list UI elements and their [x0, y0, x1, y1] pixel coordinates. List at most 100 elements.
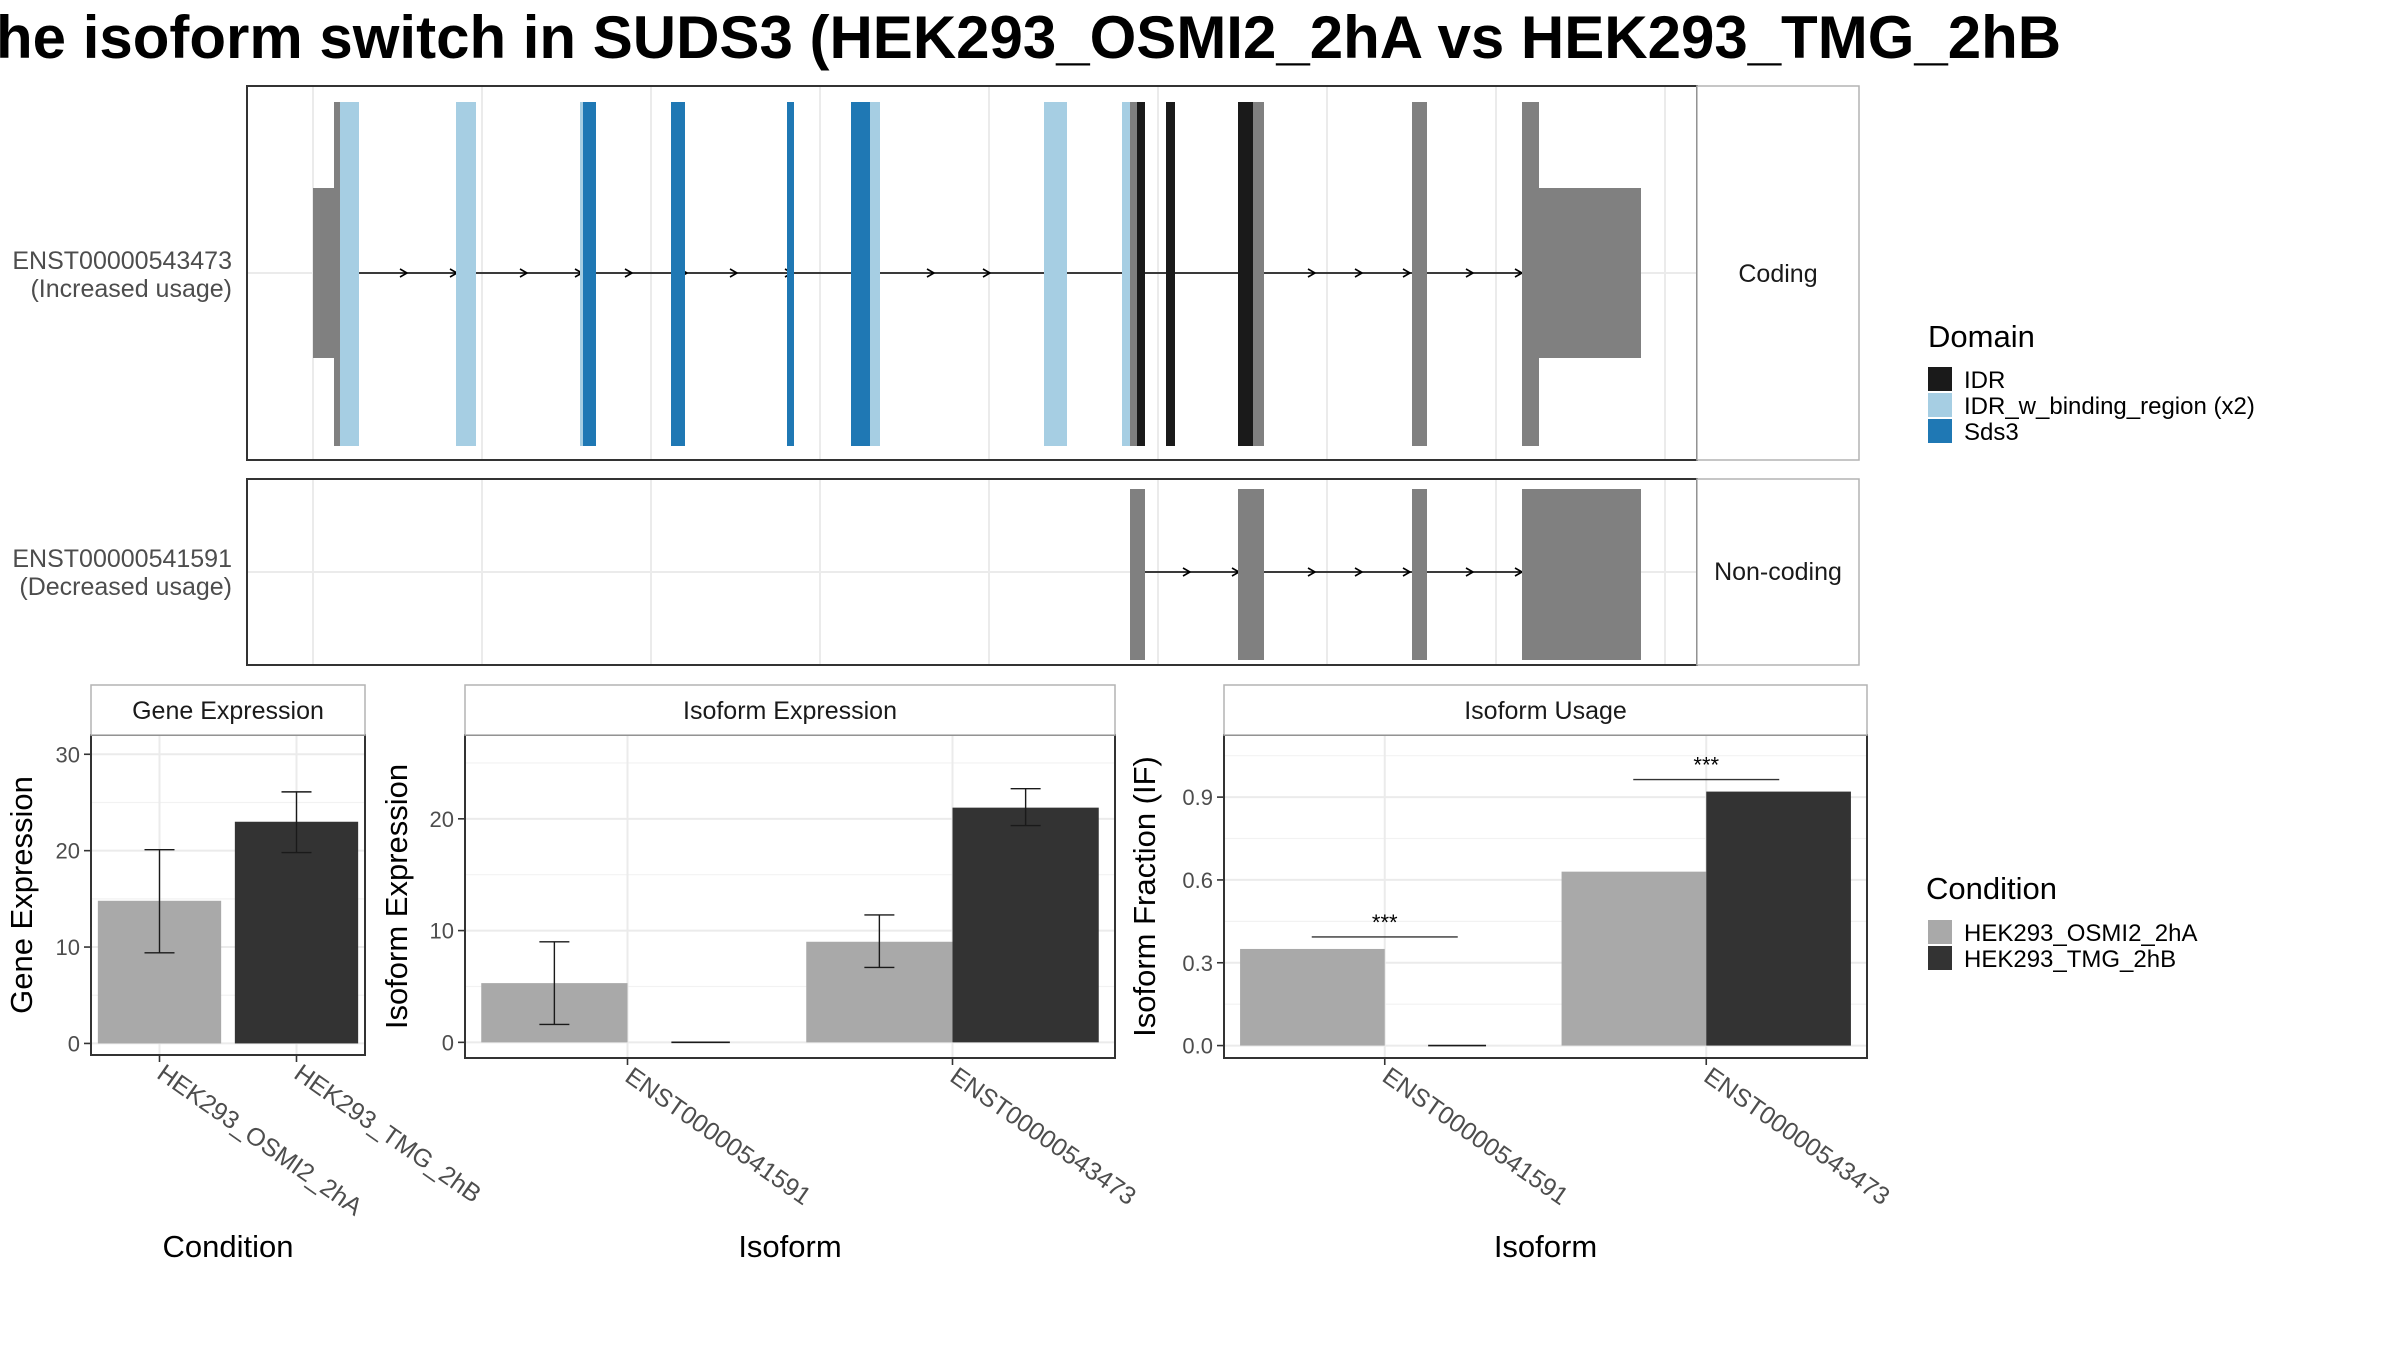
exon-block [1166, 102, 1175, 446]
bar [1240, 948, 1385, 1046]
exon-block [1522, 102, 1539, 446]
exon-block [787, 102, 794, 446]
exon-block [1137, 102, 1145, 446]
exon-block [870, 102, 880, 446]
x-axis-title: Isoform [738, 1229, 841, 1264]
exon-block [1539, 188, 1641, 358]
y-tick-label: 0.0 [1182, 1034, 1213, 1059]
intron-arrow [1402, 567, 1412, 577]
coding-exons [313, 102, 1641, 446]
strip-label-coding: Coding [1738, 260, 1817, 288]
bar [234, 821, 359, 1044]
panel-strip-label: Isoform Usage [1464, 697, 1627, 725]
legend-swatch-cond-a [1928, 920, 1952, 944]
intron-arrow [926, 268, 936, 278]
exon-block [671, 102, 685, 446]
intron-arrow [1465, 567, 1475, 577]
intron-arrow [519, 268, 529, 278]
y-tick-label: 30 [56, 742, 80, 767]
y-axis-title: Gene Expression [4, 776, 39, 1014]
exon-block [1412, 102, 1427, 446]
exon-block [1044, 102, 1067, 446]
exon-block [583, 102, 596, 446]
domain-legend: Domain IDR IDR_w_binding_region (x2) Sds… [1928, 319, 2255, 446]
exon-block [1130, 489, 1145, 660]
exon-block [1238, 102, 1253, 446]
exon-block [340, 102, 359, 446]
significance-label: *** [1693, 753, 1719, 778]
intron-arrow [729, 268, 739, 278]
panel-strip [464, 684, 1116, 736]
y-axis-title: Isoform Fraction (IF) [1127, 756, 1162, 1037]
panel-strip-label: Gene Expression [132, 697, 324, 725]
isoform-label-noncoding-id: ENST00000541591 [12, 545, 232, 573]
strip-coding [1696, 85, 1860, 461]
strip-noncoding [1696, 478, 1860, 666]
panel-strip [1223, 684, 1868, 736]
panel-strip [90, 684, 366, 736]
exon-block [456, 102, 476, 446]
noncoding-exons [1130, 489, 1641, 660]
intron-arrow [624, 268, 634, 278]
y-tick-label: 0 [68, 1031, 80, 1056]
y-tick-label: 20 [56, 839, 80, 864]
x-tick-label: ENST00000543473 [1699, 1062, 1895, 1211]
y-tick-label: 0 [442, 1030, 454, 1055]
y-tick-label: 0.9 [1182, 785, 1213, 810]
legend-label-idr: IDR [1964, 367, 2005, 394]
exon-block [580, 102, 584, 446]
structure-panel-noncoding: Non-coding ENST00000541591 (Decreased us… [12, 478, 1860, 666]
y-tick-label: 10 [430, 919, 454, 944]
condition-legend-title: Condition [1926, 871, 2057, 906]
bar [1706, 791, 1851, 1046]
exon-block [1130, 102, 1137, 446]
legend-swatch-sds3 [1928, 419, 1952, 443]
condition-legend: Condition HEK293_OSMI2_2hA HEK293_TMG_2h… [1926, 871, 2197, 973]
x-axis-title: Condition [163, 1229, 294, 1264]
legend-label-idr-binding: IDR_w_binding_region (x2) [1964, 393, 2255, 420]
exon-block [1253, 102, 1264, 446]
figure-title: he isoform switch in SUDS3 (HEK293_OSMI2… [0, 4, 2061, 71]
y-tick-label: 0.3 [1182, 951, 1213, 976]
isoform-label-coding-usage: (Increased usage) [30, 275, 232, 303]
intron-arrow [1465, 268, 1475, 278]
chart-gene-expression: 0102030HEK293_OSMI2_2hAHEK293_TMG_2hBGen… [4, 684, 486, 1264]
x-tick-label: ENST00000541591 [620, 1062, 816, 1211]
bar [1561, 871, 1707, 1046]
isoform-label-noncoding-usage: (Decreased usage) [19, 573, 232, 601]
x-tick-label: ENST00000543473 [945, 1062, 1141, 1211]
x-axis-title: Isoform [1494, 1229, 1597, 1264]
y-tick-label: 0.6 [1182, 868, 1213, 893]
intron-arrow [399, 268, 409, 278]
intron-arrow [1307, 268, 1317, 278]
bar [952, 807, 1099, 1043]
exon-block [851, 102, 871, 446]
strip-label-noncoding: Non-coding [1714, 558, 1842, 586]
y-axis-title: Isoform Expression [379, 764, 414, 1029]
legend-label-cond-b: HEK293_TMG_2hB [1964, 946, 2176, 973]
legend-swatch-idr-binding [1928, 393, 1952, 417]
intron-arrow [1182, 567, 1192, 577]
chart-isoform-expression: 0 10 20 ENST00000541591 ENST00000543473 Isofo… [379, 684, 1141, 1264]
exon-block [1522, 489, 1641, 660]
legend-swatch-cond-b [1928, 946, 1952, 970]
legend-label-cond-a: HEK293_OSMI2_2hA [1964, 920, 2197, 947]
intron-arrow [1354, 268, 1364, 278]
significance-label: *** [1372, 910, 1398, 935]
legend-swatch-idr [1928, 367, 1952, 391]
chart-isoform-usage: 0.0 0.3 0.6 0.9 *** ENST00000541591 *** ENST000… [1127, 684, 1895, 1264]
structure-panel-coding: Coding ENST00000543473 (Increased usage) [12, 85, 1860, 461]
exon-block [1238, 489, 1264, 660]
exon-block [334, 102, 340, 446]
y-tick-label: 20 [430, 807, 454, 832]
intron-arrow [982, 268, 992, 278]
intron-arrow [1354, 567, 1364, 577]
exon-block [1122, 102, 1130, 446]
intron-arrow [1307, 567, 1317, 577]
legend-label-sds3: Sds3 [1964, 419, 2019, 446]
intron-arrow [1402, 268, 1412, 278]
isoform-label-coding-id: ENST00000543473 [12, 247, 232, 275]
domain-legend-title: Domain [1928, 319, 2035, 354]
y-tick-label: 10 [56, 935, 80, 960]
